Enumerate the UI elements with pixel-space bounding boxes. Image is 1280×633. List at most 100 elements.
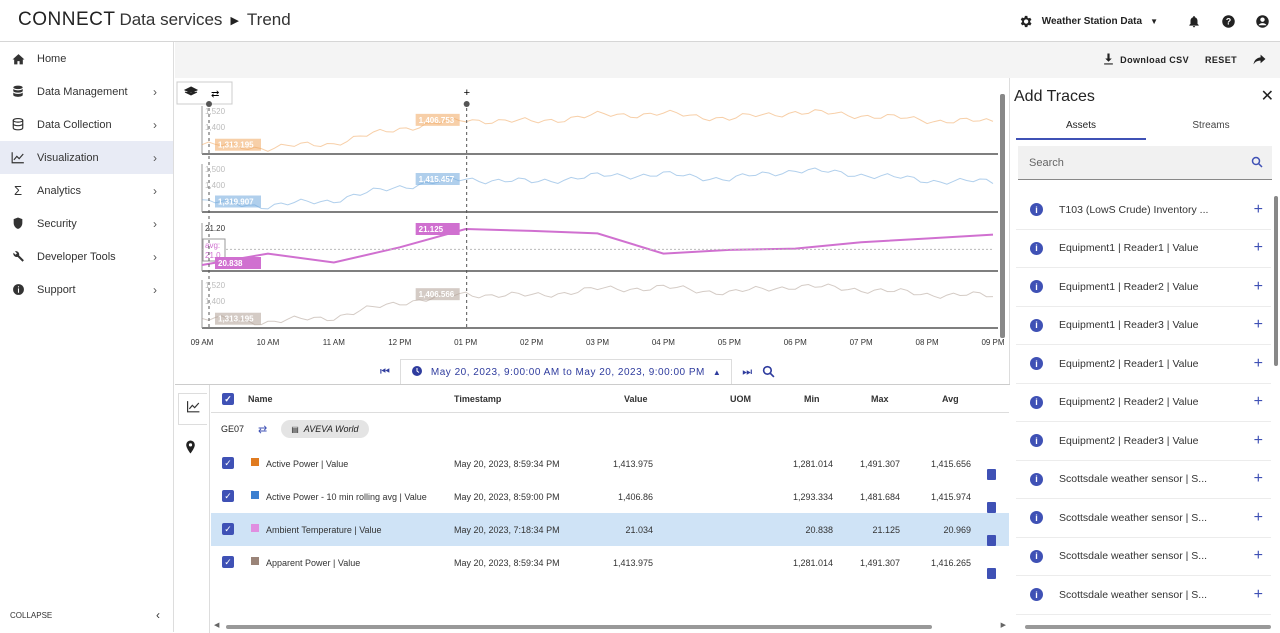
reset-button[interactable]: RESET: [1205, 55, 1237, 65]
connect-logo[interactable]: CONNECT: [18, 9, 115, 31]
trace-color-swatch[interactable]: [251, 491, 259, 499]
start-cursor-pin-icon[interactable]: [206, 101, 212, 107]
download-csv-button[interactable]: Download CSV: [1103, 53, 1189, 67]
row-checkbox[interactable]: ✓: [222, 457, 234, 469]
chart-scrollbar[interactable]: [1000, 94, 1005, 338]
add-icon[interactable]: +: [1254, 470, 1263, 488]
panel-scrollbar[interactable]: [1274, 196, 1278, 366]
add-icon[interactable]: +: [1254, 278, 1263, 296]
bell-icon[interactable]: [1186, 13, 1202, 29]
skip-back-icon[interactable]: ⏮: [380, 366, 390, 379]
info-icon[interactable]: i: [1030, 434, 1043, 447]
share-button[interactable]: [1253, 54, 1266, 67]
asset-pill[interactable]: ▤ AVEVA World: [281, 420, 368, 438]
add-icon[interactable]: +: [1254, 432, 1263, 450]
sidebar-item-home[interactable]: Home: [0, 42, 173, 75]
cursor-pin-icon[interactable]: [464, 101, 470, 107]
column-header-min[interactable]: Min: [804, 394, 820, 404]
info-icon[interactable]: i: [1030, 550, 1043, 563]
breadcrumb-root[interactable]: Data services: [119, 10, 222, 30]
sidebar-item-visualization[interactable]: Visualization ›: [0, 141, 173, 174]
help-icon[interactable]: ?: [1220, 13, 1236, 29]
row-checkbox[interactable]: ✓: [222, 490, 234, 502]
trend-chart[interactable]: ⇄ 1,5201,4001,313.1951,406.7531,5001,400…: [175, 78, 1009, 384]
add-icon[interactable]: +: [1254, 355, 1263, 373]
swap-icon[interactable]: ⇄: [258, 423, 267, 436]
sidebar-item-security[interactable]: Security ›: [0, 207, 173, 240]
add-icon[interactable]: +: [1254, 239, 1263, 257]
add-icon[interactable]: +: [1254, 201, 1263, 219]
time-range-selector[interactable]: May 20, 2023, 9:00:00 AM to May 20, 2023…: [400, 359, 732, 386]
column-header-avg[interactable]: Avg: [942, 394, 959, 404]
info-icon[interactable]: i: [1030, 588, 1043, 601]
info-icon[interactable]: i: [1030, 280, 1043, 293]
info-icon[interactable]: i: [1030, 511, 1043, 524]
map-view-tab[interactable]: [185, 440, 196, 459]
trace-color-swatch[interactable]: [251, 458, 259, 466]
info-icon[interactable]: i: [1030, 319, 1043, 332]
add-icon[interactable]: +: [1254, 586, 1263, 604]
column-header-name[interactable]: Name: [248, 394, 273, 404]
info-icon[interactable]: i: [1030, 242, 1043, 255]
row-checkbox[interactable]: ✓: [222, 556, 234, 568]
sidebar-item-data-collection[interactable]: Data Collection ›: [0, 108, 173, 141]
sidebar-item-developer-tools[interactable]: Developer Tools ›: [0, 240, 173, 273]
collapse-button[interactable]: COLLAPSE ‹: [10, 611, 160, 622]
sidebar-item-analytics[interactable]: Σ Analytics ›: [0, 174, 173, 207]
sidebar-item-support[interactable]: Support ›: [0, 273, 173, 306]
search-icon[interactable]: [1251, 156, 1263, 171]
series-line[interactable]: [202, 229, 993, 265]
series-line[interactable]: [202, 110, 993, 152]
chevron-right-icon: ▶: [230, 14, 238, 27]
panel-horizontal-scrollbar[interactable]: [1025, 625, 1271, 629]
skip-forward-icon[interactable]: ⏭: [742, 366, 752, 379]
info-icon[interactable]: i: [1030, 473, 1043, 486]
trace-color-swatch[interactable]: [251, 524, 259, 532]
tab-assets[interactable]: Assets: [1016, 114, 1146, 140]
info-icon[interactable]: i: [1030, 357, 1043, 370]
column-header-value[interactable]: Value: [624, 394, 648, 404]
column-header-max[interactable]: Max: [871, 394, 889, 404]
avg-label: avg:: [205, 241, 220, 250]
add-cursor-icon[interactable]: +: [464, 87, 470, 99]
column-header-uom[interactable]: UOM: [730, 394, 751, 404]
add-icon[interactable]: +: [1254, 547, 1263, 565]
horizontal-scrollbar[interactable]: ◀ ▶: [211, 624, 1009, 630]
workspace-selector[interactable]: Weather Station Data ▼: [1018, 13, 1158, 29]
info-icon[interactable]: i: [1030, 396, 1043, 409]
add-icon[interactable]: +: [1254, 393, 1263, 411]
row-checkbox[interactable]: ✓: [222, 523, 234, 535]
tab-streams[interactable]: Streams: [1146, 114, 1276, 140]
start-value-label: 1,319.907: [218, 198, 254, 207]
trace-color-swatch[interactable]: [251, 557, 259, 565]
sidebar-item-data-management[interactable]: Data Management ›: [0, 75, 173, 108]
table-row[interactable]: ✓Active Power - 10 min rolling avg | Val…: [211, 480, 1009, 513]
info-icon[interactable]: i: [1030, 203, 1043, 216]
add-icon[interactable]: +: [1254, 316, 1263, 334]
search-input[interactable]: Search: [1018, 146, 1272, 180]
account-icon[interactable]: [1254, 13, 1270, 29]
add-icon[interactable]: +: [1254, 509, 1263, 527]
close-icon[interactable]: ✕: [1261, 86, 1274, 106]
select-all-checkbox[interactable]: ✓: [222, 393, 234, 405]
zoom-icon[interactable]: [762, 365, 775, 381]
series-line[interactable]: [202, 168, 993, 209]
column-header-timestamp[interactable]: Timestamp: [454, 394, 501, 404]
series-line[interactable]: [202, 284, 993, 325]
trend-view-tab[interactable]: [178, 393, 207, 425]
svg-text:⇄: ⇄: [211, 89, 219, 100]
